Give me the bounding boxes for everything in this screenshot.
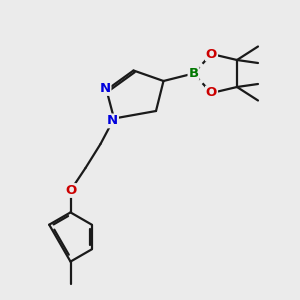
Text: O: O — [65, 184, 76, 197]
Text: O: O — [206, 86, 217, 100]
Text: O: O — [206, 47, 217, 61]
Text: N: N — [99, 82, 111, 95]
Text: B: B — [188, 67, 199, 80]
Text: N: N — [107, 114, 118, 128]
